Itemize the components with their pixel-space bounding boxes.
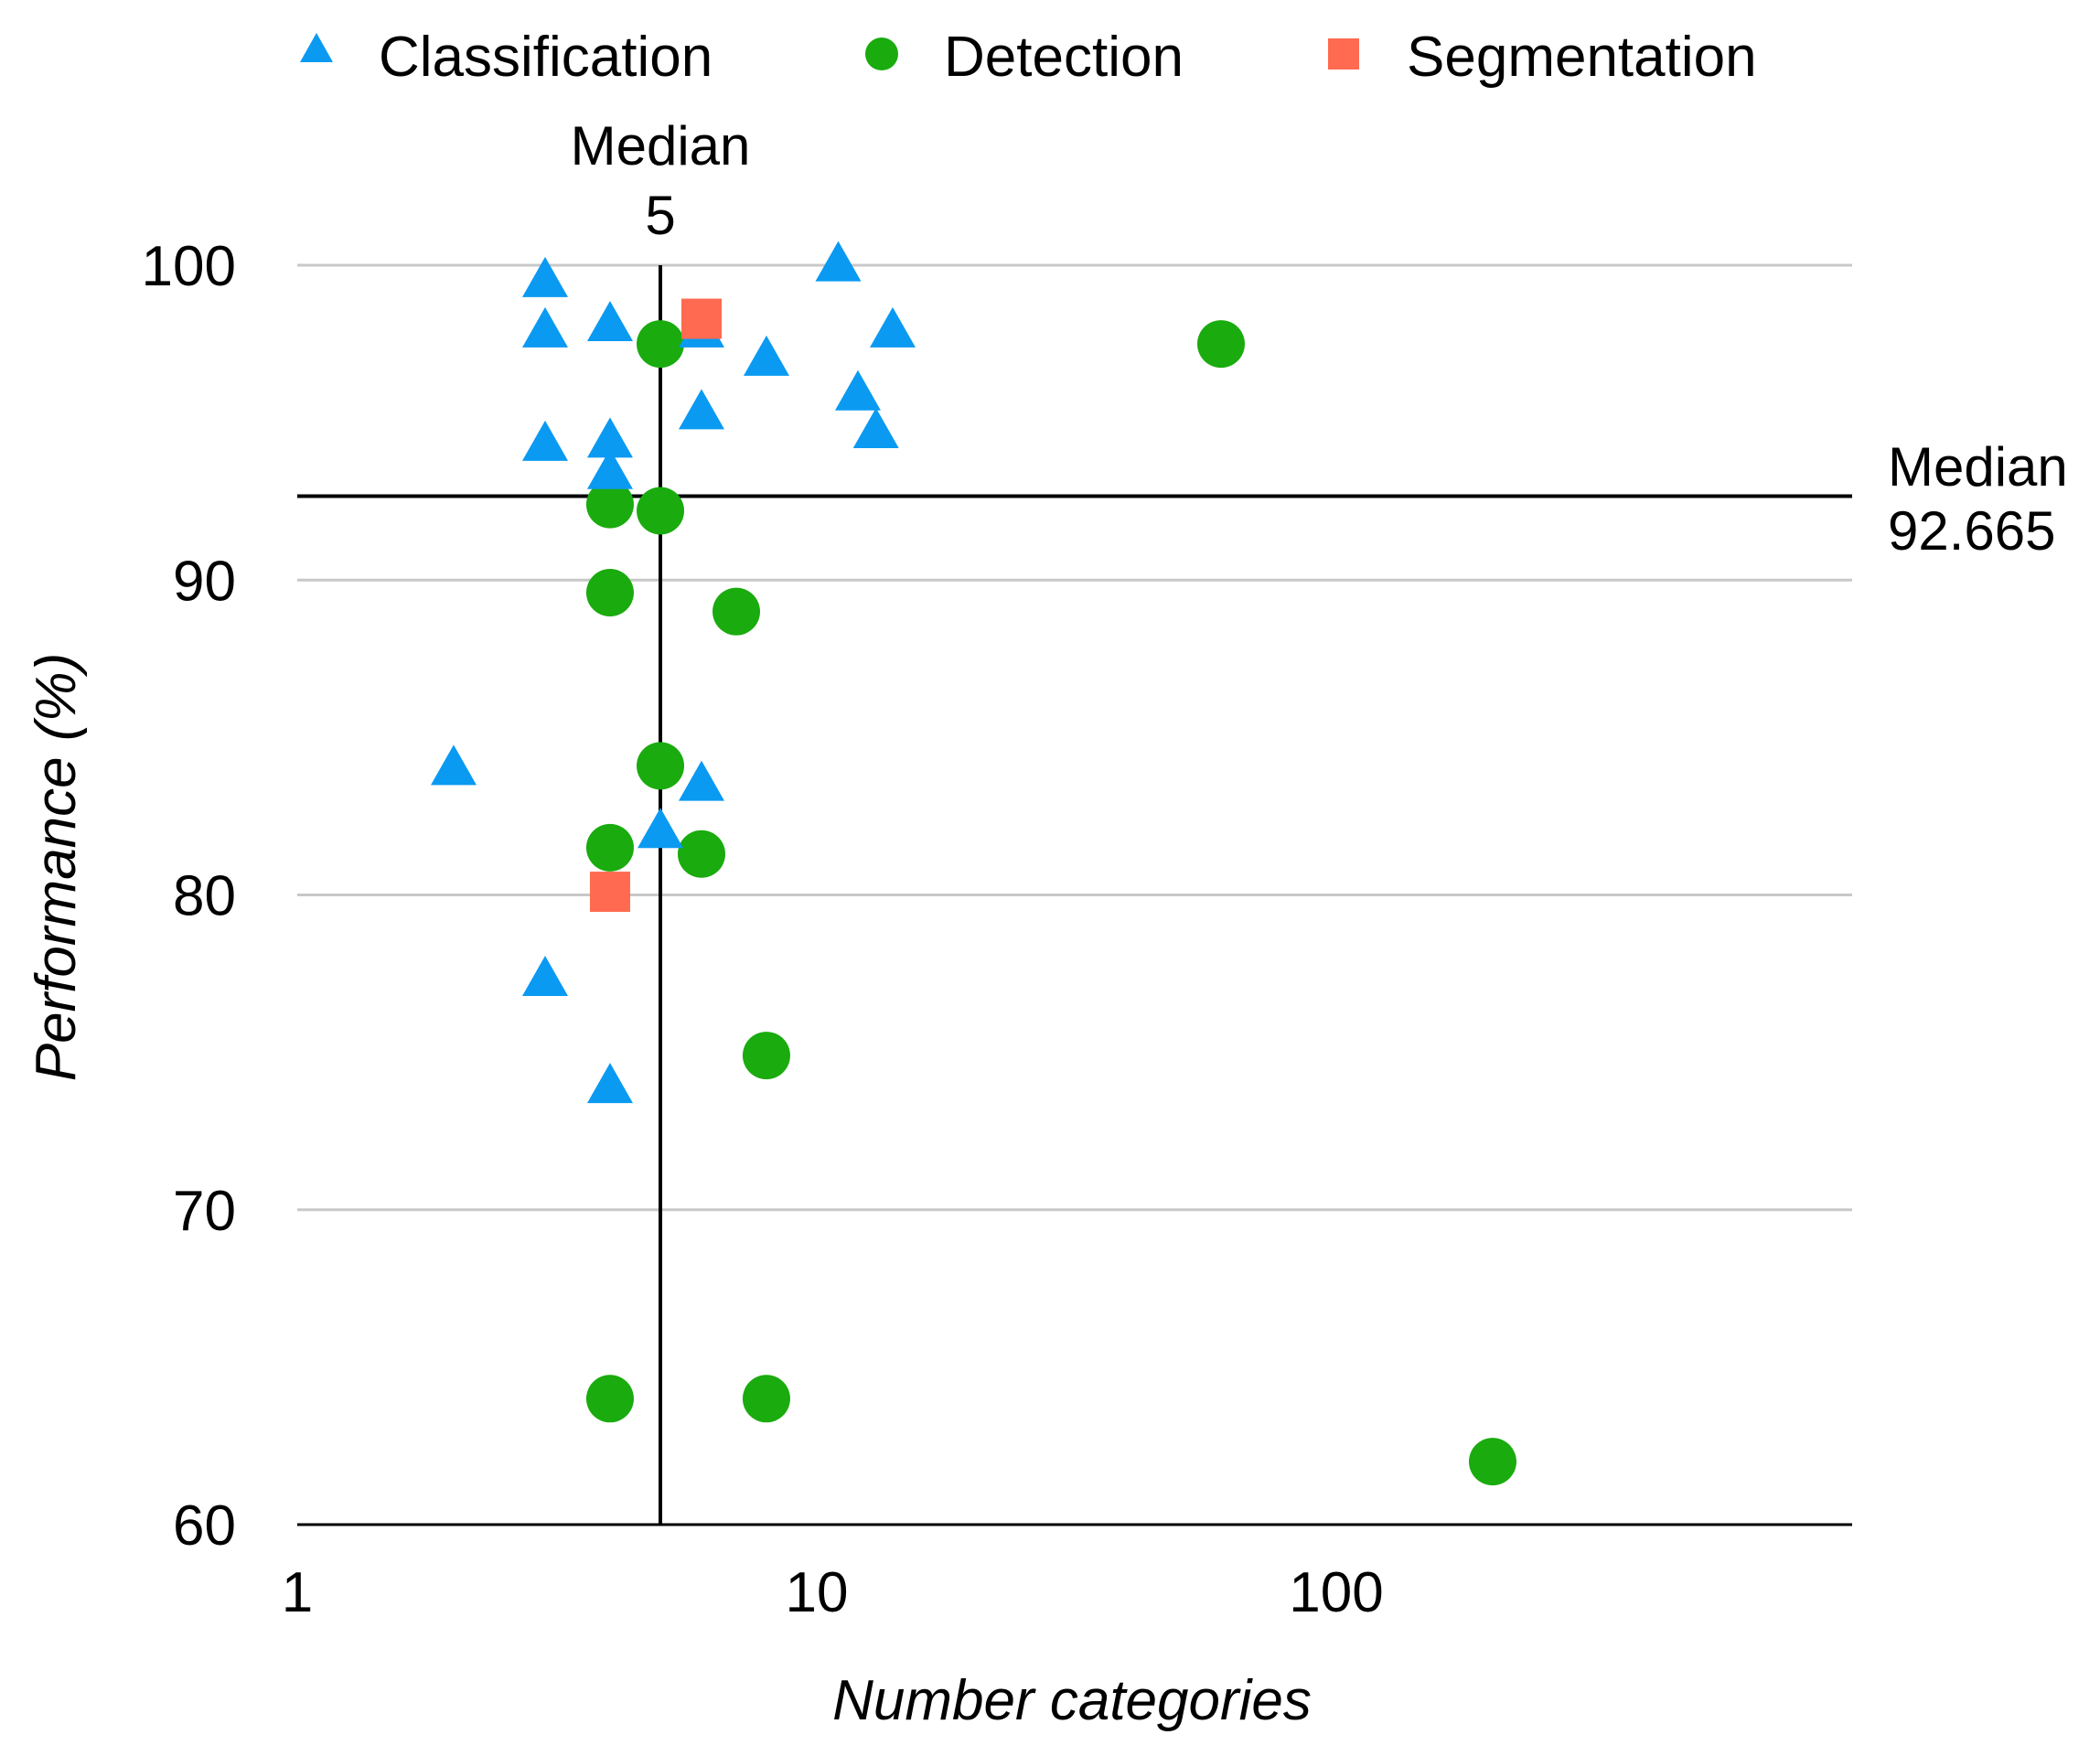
classification-point [743, 335, 789, 376]
detection-point [637, 742, 685, 790]
median-lines [297, 265, 1852, 1525]
classification-point [852, 408, 899, 449]
detection-point [585, 823, 634, 872]
classification-point [586, 1063, 633, 1104]
classification-point [522, 956, 569, 997]
y-tick-label: 90 [173, 550, 236, 613]
detection-point [585, 480, 634, 529]
detection-point [742, 1032, 790, 1080]
classification-point [522, 306, 569, 348]
classification-point [586, 301, 633, 342]
legend: Classification Detection Segmentation [300, 26, 1757, 89]
legend-marker-detection [865, 37, 898, 70]
classification-point [586, 448, 633, 489]
detection-point [637, 487, 685, 535]
classification-point [522, 256, 569, 297]
x-axis-title: Number categories [832, 1669, 1312, 1732]
x-tick-label: 1 [282, 1561, 313, 1624]
segmentation-point [680, 298, 722, 339]
x-tick-label: 100 [1289, 1561, 1383, 1624]
classification-point [678, 760, 724, 801]
detection-point [742, 1375, 790, 1423]
legend-marker-classification [300, 33, 333, 62]
median-x-value: 5 [645, 185, 675, 246]
classification-point [586, 417, 633, 458]
classification-point [522, 420, 569, 461]
y-tick-label: 100 [142, 235, 236, 298]
detection-point [1468, 1438, 1516, 1486]
classification-point [834, 369, 881, 411]
gridlines [297, 263, 1852, 1212]
y-tick-label: 60 [173, 1494, 236, 1558]
data-points [430, 241, 1516, 1486]
detection-point [585, 1375, 634, 1423]
legend-label-detection: Detection [944, 26, 1184, 89]
detection-point [585, 569, 634, 617]
y-tick-label: 70 [173, 1180, 236, 1243]
classification-point [815, 241, 862, 282]
classification-point [678, 389, 724, 430]
median-x-label: Median [571, 115, 751, 177]
classification-point [430, 744, 477, 786]
detection-point [637, 320, 685, 369]
median-y-value: 92.665 [1888, 500, 2056, 562]
legend-marker-segmentation [1328, 38, 1359, 70]
segmentation-point [589, 872, 630, 913]
median-y-label: Median [1888, 436, 2068, 498]
x-tick-label: 10 [786, 1561, 849, 1624]
y-axis-title: Performance (%) [25, 653, 88, 1082]
classification-point [870, 306, 916, 348]
detection-point [712, 587, 761, 636]
detection-point [1196, 320, 1245, 369]
legend-label-classification: Classification [379, 26, 712, 89]
legend-label-segmentation: Segmentation [1407, 26, 1757, 89]
classification-point [638, 808, 684, 849]
detection-point [677, 830, 725, 878]
y-tick-label: 80 [173, 865, 236, 928]
